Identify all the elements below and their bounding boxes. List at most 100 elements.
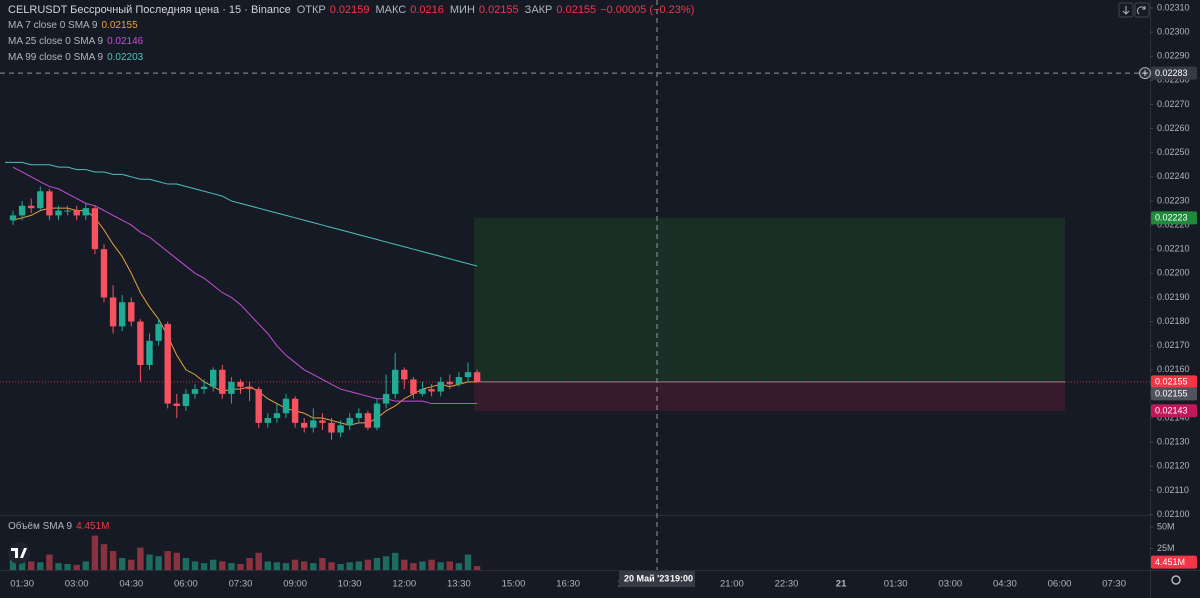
volume-bar [137,547,144,570]
x-tick-label: 13:30 [447,579,471,590]
scroll-button[interactable] [1118,2,1134,18]
candle-body [9,215,17,221]
x-tick-label: 15:00 [502,579,526,590]
candle-body [428,389,435,392]
volume-bar [382,556,390,570]
volume-bar [100,544,108,570]
volume-bar [119,557,126,570]
volume-bar [128,559,135,570]
volume-bar [219,561,226,570]
candle-body [355,413,362,419]
logo-mark [11,548,27,558]
y-tick-label: 0.02140 [1157,412,1190,422]
volume-bar [91,535,99,570]
y-tick-label: 0.02130 [1157,437,1190,447]
candle-body [219,369,226,394]
x-tick-label: 04:30 [993,579,1017,590]
candle-body [328,422,335,433]
volume-bar [82,561,89,570]
toolbar-buttons[interactable] [1118,2,1150,18]
volume-bar [155,556,162,570]
candle-body [55,210,62,216]
y-tick-label: 0.02270 [1157,99,1190,109]
x-tick-label: 21 [836,579,847,590]
volume-bar [410,563,417,570]
volume-bar [237,563,244,570]
settings[interactable] [1171,575,1181,585]
crosshair-price-label-box [1151,66,1197,80]
header: CELRUSDT Бессрочный Последняя цена · 15 … [8,4,694,16]
ma-line [12,207,478,426]
x-tick-label: 03:00 [938,579,962,590]
gear-icon[interactable] [1171,575,1181,585]
volume-name: Объём SMA 9 [8,521,73,532]
ma-value: 0.02146 [107,36,144,47]
volume-bar [9,559,17,570]
volume-bar [255,552,262,570]
candle-body [18,205,26,216]
candle-body [37,191,44,209]
ohlc-label: ОТКР [296,4,326,16]
volume-bar [273,562,281,570]
reset-button[interactable] [1134,2,1150,18]
candle-body [64,210,71,212]
volume-bar [401,559,408,570]
y-tick-label: 0.02230 [1157,195,1190,205]
candle-body [291,398,299,423]
volume-bar [228,563,235,570]
y-tick-label: 0.02100 [1157,509,1190,519]
ohlc-value: 0.0216 [410,4,444,16]
y-tick-label: 0.02290 [1157,51,1190,61]
candle-body [337,425,344,433]
last-price-label-box [1151,375,1197,389]
volume-bar [210,559,217,570]
candle-body [464,372,472,378]
arrow-icon [1122,6,1130,15]
x-tick-label: 12:00 [392,579,416,590]
y-tick-label: 0.02220 [1157,219,1190,229]
volume-bar [337,563,344,570]
candle-body [28,205,35,209]
volume-tick-label: 50M [1157,521,1175,531]
volume-bar [455,563,463,570]
x-tick-label: 01:30 [10,579,34,590]
candle-body [46,191,53,216]
volume-bar [319,557,326,570]
candle-body [382,393,390,404]
x-tick-label: 03:00 [65,579,89,590]
ohlc-label: МАКС [375,4,407,16]
volume-bar [301,561,308,570]
volume-bar [264,561,271,570]
candle-body [301,422,308,428]
volume-bar [18,557,26,570]
y-tick-label: 0.02300 [1157,26,1190,36]
ma-value: 0.02203 [107,52,144,63]
ma-line [12,166,478,405]
x-tick-label: 04:30 [119,579,143,590]
x-tick-label: 09:00 [283,579,307,590]
ohlc-value: 0.02159 [329,4,370,16]
ma-name: MA 99 close 0 SMA 9 [8,52,104,63]
y-tick-label: 0.02260 [1157,123,1190,133]
candle-body [437,381,444,392]
ohlc-label: ЗАКР [524,4,553,16]
target-label-box [1151,211,1197,225]
volume-bar [446,561,453,570]
candle-body [91,208,99,250]
candle-body [200,386,208,390]
x-tick-label: 16:30 [556,579,580,590]
candle-body [246,386,253,390]
ma-value: 0.02155 [101,20,138,31]
candle-body [410,379,417,394]
last-price-label: 0.02155 [1155,377,1188,387]
volume-value: 4.451M [76,521,110,532]
candle-body [228,381,235,394]
candle-body [109,297,117,327]
candle-body [419,389,426,394]
volume-bar [55,563,62,570]
volume-value-label: 4.451M [1155,557,1185,567]
volume-bar [346,562,353,570]
candle-body [373,403,381,428]
candle-body [446,381,453,385]
volume-bar [73,564,80,570]
